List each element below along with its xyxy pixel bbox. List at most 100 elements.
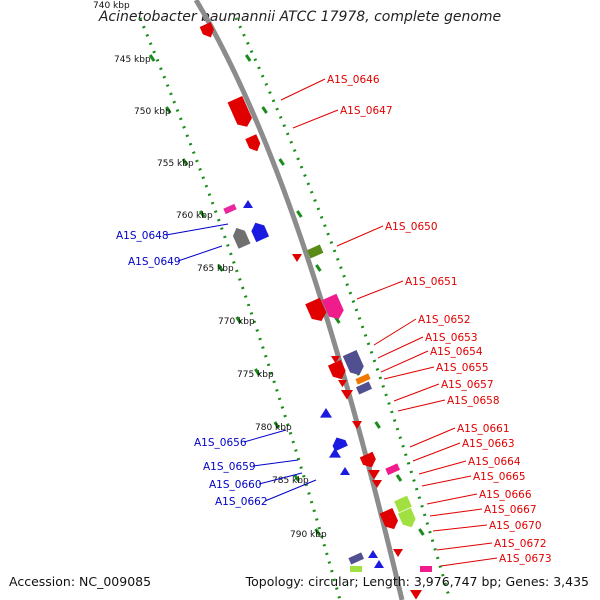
- scale-label: 785 kbp: [272, 476, 309, 486]
- gene-feature[interactable]: [359, 451, 378, 470]
- gene-feature[interactable]: [330, 435, 348, 452]
- gene-feature[interactable]: [329, 448, 341, 458]
- gene-feature[interactable]: [243, 200, 253, 208]
- label-leader: [393, 383, 440, 402]
- gene-feature[interactable]: [420, 566, 432, 572]
- major-tick-left: [198, 210, 206, 218]
- gene-feature[interactable]: [305, 297, 329, 325]
- major-tick-left: [293, 474, 300, 482]
- gene-label-forward[interactable]: A1S_0651: [405, 276, 458, 288]
- label-leader: [436, 542, 493, 551]
- label-leader: [280, 78, 326, 101]
- gene-label-forward[interactable]: A1S_0658: [447, 395, 500, 407]
- label-leader: [243, 429, 287, 443]
- gene-feature[interactable]: [321, 293, 346, 322]
- gene-label-forward[interactable]: A1S_0657: [441, 379, 494, 391]
- backbone-arc: [193, 0, 405, 600]
- major-tick-right: [278, 158, 285, 166]
- major-tick-left: [235, 316, 242, 324]
- gene-label-reverse[interactable]: A1S_0659: [203, 461, 256, 473]
- gene-label-forward[interactable]: A1S_0661: [457, 423, 510, 435]
- scale-label: 745 kbp: [114, 55, 151, 65]
- label-leader: [258, 472, 303, 485]
- gene-feature[interactable]: [249, 220, 270, 243]
- gene-feature[interactable]: [340, 467, 350, 475]
- gene-label-reverse[interactable]: A1S_0648: [116, 230, 169, 242]
- gene-feature[interactable]: [230, 225, 251, 249]
- gene-feature[interactable]: [368, 550, 378, 558]
- accession-text: Accession: NC_009085: [9, 574, 152, 589]
- gene-label-forward[interactable]: A1S_0655: [436, 362, 489, 374]
- gene-feature[interactable]: [368, 470, 380, 480]
- gene-feature[interactable]: [393, 549, 403, 557]
- gene-label-forward[interactable]: A1S_0663: [462, 438, 515, 450]
- gene-label-forward[interactable]: A1S_0672: [494, 538, 547, 550]
- gene-label-forward[interactable]: A1S_0670: [489, 520, 542, 532]
- scale-track-left-dots: [138, 17, 342, 600]
- gene-label-forward[interactable]: A1S_0650: [385, 221, 438, 233]
- gene-label-reverse[interactable]: A1S_0656: [194, 437, 247, 449]
- gene-label-forward[interactable]: A1S_0664: [468, 456, 521, 468]
- gene-label-forward[interactable]: A1S_0665: [473, 471, 526, 483]
- gene-feature[interactable]: [410, 590, 422, 600]
- major-tick-left: [148, 54, 156, 62]
- scale-label: 780 kbp: [255, 423, 292, 433]
- gene-features: [199, 22, 432, 600]
- label-leader: [426, 493, 478, 505]
- gene-feature[interactable]: [355, 373, 371, 385]
- gene-feature[interactable]: [223, 203, 237, 215]
- gene-label-forward[interactable]: A1S_0646: [327, 74, 380, 86]
- label-leader: [429, 508, 483, 517]
- scale-label: 760 kbp: [176, 211, 213, 221]
- gene-feature[interactable]: [372, 480, 382, 488]
- gene-feature[interactable]: [352, 421, 362, 429]
- label-leader: [165, 223, 229, 236]
- scale-label: 775 kbp: [237, 370, 274, 380]
- gene-feature[interactable]: [341, 390, 353, 400]
- backbone: [193, 0, 405, 600]
- gene-feature[interactable]: [385, 463, 401, 476]
- gene-feature[interactable]: [199, 22, 217, 40]
- gene-feature[interactable]: [245, 134, 262, 153]
- gene-feature[interactable]: [394, 495, 412, 513]
- scale-track-left: [138, 17, 342, 600]
- major-tick-right: [296, 210, 303, 218]
- label-leader: [177, 245, 223, 262]
- label-leader: [440, 557, 498, 567]
- gene-feature[interactable]: [397, 507, 418, 530]
- gene-label-reverse[interactable]: A1S_0662: [215, 496, 268, 508]
- gene-feature[interactable]: [320, 408, 332, 418]
- gene-label-reverse[interactable]: A1S_0660: [209, 479, 262, 491]
- gene-feature[interactable]: [348, 552, 365, 565]
- gene-feature[interactable]: [292, 254, 302, 262]
- gene-feature[interactable]: [306, 244, 324, 259]
- gene-label-forward[interactable]: A1S_0653: [425, 332, 478, 344]
- gene-feature[interactable]: [350, 566, 362, 572]
- major-tick-left: [181, 158, 189, 166]
- label-leader-lines: [165, 78, 498, 567]
- gene-feature[interactable]: [331, 356, 340, 364]
- major-tick-left: [217, 264, 224, 272]
- major-tick-left: [314, 528, 321, 536]
- gene-label-forward[interactable]: A1S_0654: [430, 346, 483, 358]
- gene-feature[interactable]: [374, 560, 384, 568]
- major-tick-left: [254, 368, 261, 376]
- gene-label-forward[interactable]: A1S_0673: [499, 553, 552, 565]
- gene-label-forward[interactable]: A1S_0652: [418, 314, 471, 326]
- gene-label-forward[interactable]: A1S_0667: [484, 504, 537, 516]
- label-leader: [380, 350, 429, 373]
- gene-label-forward[interactable]: A1S_0666: [479, 489, 532, 501]
- label-leader: [292, 109, 339, 129]
- gene-feature[interactable]: [338, 380, 347, 388]
- label-leader: [409, 427, 456, 448]
- scale-label: 740 kbp: [93, 1, 130, 11]
- gene-label-forward[interactable]: A1S_0647: [340, 105, 393, 117]
- gene-label-reverse[interactable]: A1S_0649: [128, 256, 181, 268]
- gene-feature[interactable]: [355, 381, 373, 395]
- gene-feature[interactable]: [227, 96, 255, 130]
- gene-feature[interactable]: [379, 508, 401, 532]
- gene-feature[interactable]: [342, 349, 366, 378]
- major-tick-left: [273, 421, 281, 429]
- gene-feature[interactable]: [327, 359, 348, 382]
